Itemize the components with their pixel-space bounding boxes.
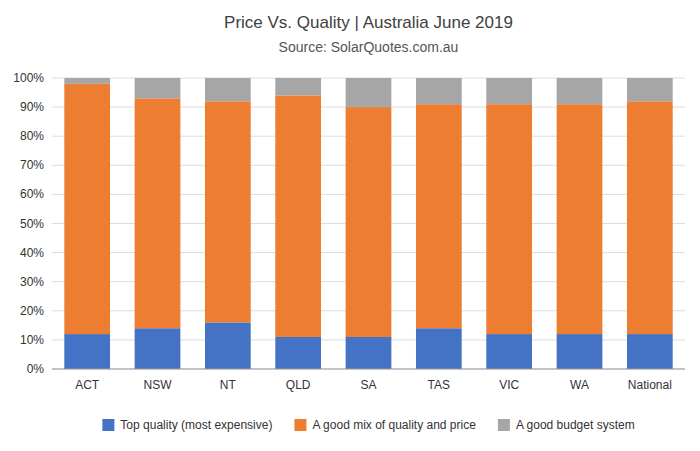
bar-segment [64,78,110,84]
legend: Top quality (most expensive) A good mix o… [102,418,634,432]
bar-segment [346,337,392,369]
x-tick-label: WA [570,378,589,392]
bar-segment [135,328,181,369]
bars [64,78,672,369]
y-tick-label: 100% [13,71,44,85]
x-tick-label: ACT [75,378,100,392]
x-tick-label: NSW [144,378,173,392]
bar-segment [416,104,462,328]
legend-item: A good mix of quality and price [294,418,476,432]
bar-segment [627,78,673,101]
bar-segment [275,337,321,369]
bar-segment [275,95,321,337]
title: Price Vs. Quality | Australia June 2019 [224,13,513,32]
y-tick-label: 20% [20,304,44,318]
chart-svg: Price Vs. Quality | Australia June 2019 S… [0,0,700,451]
y-tick-label: 40% [20,246,44,260]
legend-label: A good mix of quality and price [312,418,476,432]
bar-segment [627,334,673,369]
legend-swatch [498,419,510,431]
bar-segment [135,98,181,328]
x-tick-label: VIC [499,378,519,392]
bar-segment [416,78,462,104]
x-tick-label: TAS [428,378,450,392]
y-tick-label: 50% [20,217,44,231]
bar-segment [205,322,251,369]
bar-segment [627,101,673,334]
x-tick-label: QLD [286,378,311,392]
bar-segment [205,101,251,322]
legend-swatch [102,419,114,431]
y-tick-label: 10% [20,333,44,347]
y-axis: 0% 10% 20% 30% 40% 50% 60% 70% 80% 90% 100% [13,71,44,376]
legend-label: Top quality (most expensive) [120,418,272,432]
bar-segment [486,78,532,104]
x-axis: ACT NSW NT QLD SA TAS VIC WA National [52,369,685,392]
x-tick-label: National [628,378,672,392]
bar-segment [557,104,603,334]
x-tick-label: NT [220,378,237,392]
x-tick-label: SA [360,378,376,392]
bar-segment [346,107,392,337]
bar-segment [486,334,532,369]
bar-segment [486,104,532,334]
grid [52,78,685,369]
bar-segment [64,84,110,334]
chart-container: Price Vs. Quality | Australia June 2019 S… [0,0,700,451]
legend-item: Top quality (most expensive) [102,418,272,432]
bar-segment [135,78,181,98]
bar-segment [416,328,462,369]
bar-segment [346,78,392,107]
bar-segment [557,334,603,369]
x-axis-line [52,369,685,370]
subtitle: Source: SolarQuotes.com.au [279,39,459,55]
y-tick-label: 80% [20,129,44,143]
bar-segment [275,78,321,95]
y-tick-label: 90% [20,100,44,114]
y-tick-label: 30% [20,275,44,289]
grid-line [52,369,685,370]
legend-swatch [294,419,306,431]
bar-segment [205,78,251,101]
legend-item: A good budget system [498,418,635,432]
bar-segment [557,78,603,104]
y-tick-label: 70% [20,158,44,172]
legend-label: A good budget system [516,418,635,432]
bar-segment [64,334,110,369]
y-tick-label: 0% [27,362,45,376]
y-tick-label: 60% [20,187,44,201]
